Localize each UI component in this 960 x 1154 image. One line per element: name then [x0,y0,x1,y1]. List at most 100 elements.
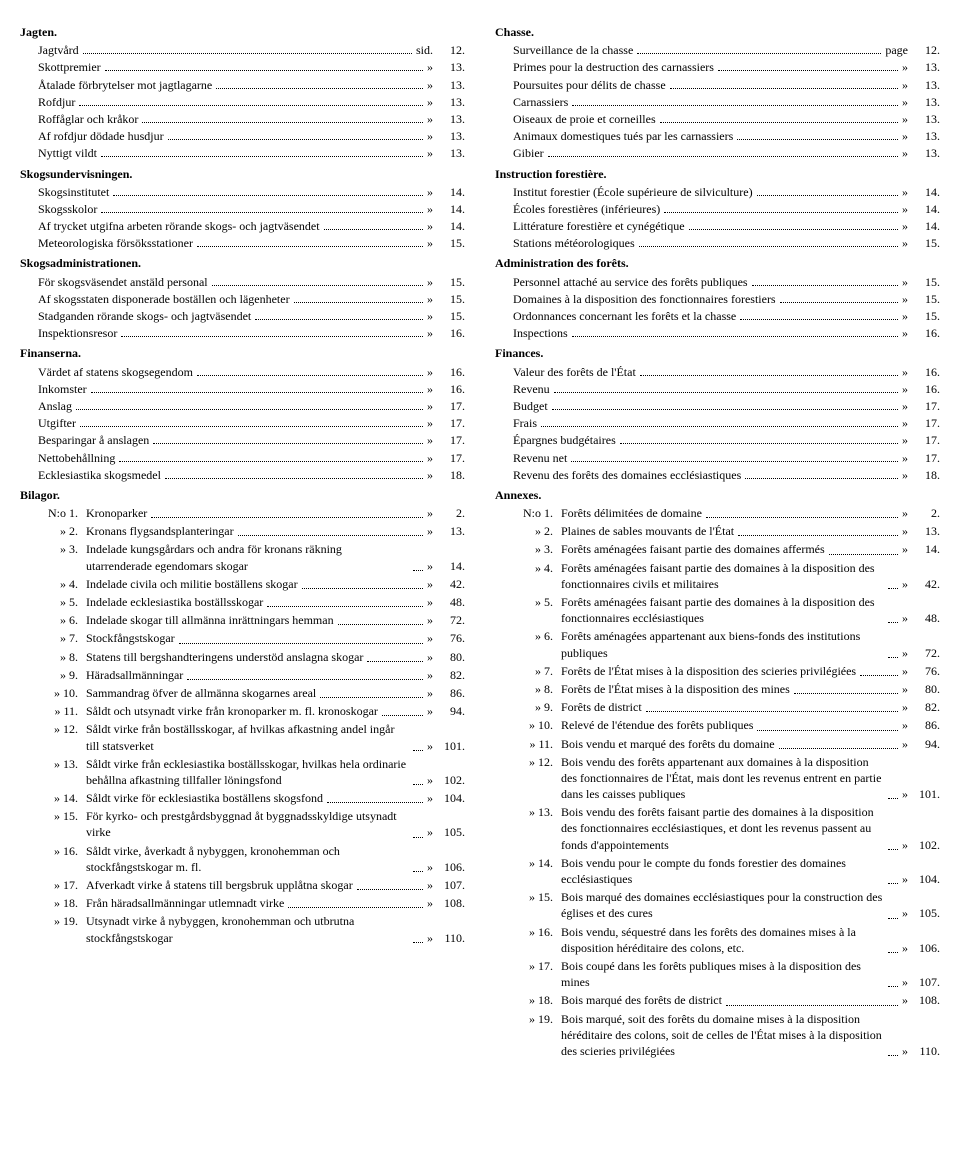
appendix-number: » 10. [513,717,561,733]
appendix-heading: Annexes. [495,487,940,503]
leader-dots [888,849,898,850]
appendix-number: » 10. [38,685,86,701]
section-heading: Finances. [495,345,940,361]
page-unit: » [427,450,437,466]
page-unit: » [902,59,912,75]
leader-dots [179,643,423,644]
toc-entry: Personnel attaché au service des forêts … [495,274,940,290]
page-unit: » [902,94,912,110]
entry-label: Stations météorologiques [513,235,635,251]
page-number: 94. [912,736,940,752]
page-unit: » [427,877,437,893]
leader-dots [757,730,898,731]
leader-dots [168,139,423,140]
appendix-number: » 12. [38,721,86,737]
section-heading: Finanserna. [20,345,465,361]
leader-dots [357,889,423,890]
appendix-body: Relevé de l'étendue des forêts publiques… [561,717,940,733]
appendix-body: Såldt och utsynadt virke från kronoparke… [86,703,465,719]
toc-entry: Ecklesiastika skogsmedel»18. [20,467,465,483]
appendix-label: Häradsallmänningar [86,667,183,683]
toc-entry: Meteorologiska försöksstationer»15. [20,235,465,251]
toc-entry: Skottpremier»13. [20,59,465,75]
page-number: 94. [437,703,465,719]
leader-dots [382,715,423,716]
appendix-number: » 5. [513,594,561,610]
appendix-entry: » 9.Forêts de district»82. [495,699,940,715]
page-number: 86. [437,685,465,701]
entry-label: Carnassiers [513,94,568,110]
entry-label: Épargnes budgétaires [513,432,616,448]
page-number: 16. [912,325,940,341]
appendix-number: » 14. [38,790,86,806]
appendix-body: Indelade ecklesiastika boställsskogar»48… [86,594,465,610]
appendix-entry: » 17.Bois coupé dans les forêts publique… [495,958,940,990]
appendix-number: » 11. [38,703,86,719]
leader-dots [413,942,423,943]
toc-entry: Ordonnances concernant les forêts et la … [495,308,940,324]
appendix-number: » 2. [38,523,86,539]
entry-label: Ecklesiastika skogsmedel [38,467,161,483]
appendix-number: » 8. [513,681,561,697]
page-number: 12. [437,42,465,58]
appendix-body: Plaines de sables mouvants de l'État»13. [561,523,940,539]
page-unit: » [427,467,437,483]
page-number: 13. [437,59,465,75]
page-unit: » [902,940,912,956]
appendix-body: Forêts délimitées de domaine»2. [561,505,940,521]
appendix-label: Forêts délimitées de domaine [561,505,702,521]
leader-dots [888,798,898,799]
page-number: 14. [437,218,465,234]
appendix-number: » 14. [513,855,561,871]
entry-label: Inspektionsresor [38,325,117,341]
page-unit: » [902,184,912,200]
page-unit: » [427,432,437,448]
appendix-label: Forêts aménagées faisant partie des doma… [561,594,884,626]
leader-dots [142,122,423,123]
leader-dots [197,246,423,247]
appendix-entry: » 17.Afverkadt virke å statens till berg… [20,877,465,893]
leader-dots [660,122,898,123]
page-unit: » [902,523,912,539]
leader-dots [664,212,898,213]
leader-dots [620,443,898,444]
leader-dots [888,918,898,919]
page-number: 16. [912,364,940,380]
page-unit: » [902,645,912,661]
leader-dots [197,375,423,376]
entry-label: Poursuites pour délits de chasse [513,77,666,93]
page-unit: » [902,699,912,715]
entry-label: Revenu des forêts des domaines ecclésias… [513,467,741,483]
appendix-entry: » 16.Bois vendu, séquestré dans les forê… [495,924,940,956]
appendix-body: Forêts de district»82. [561,699,940,715]
page-unit: » [427,274,437,290]
page-unit: page [885,42,912,58]
toc-entry: Gibier»13. [495,145,940,161]
page-number: 102. [437,772,465,788]
leader-dots [888,986,898,987]
page-unit: » [902,871,912,887]
appendix-entry: » 7.Stockfångstskogar»76. [20,630,465,646]
appendix-body: Indelade skogar till allmänna inrättning… [86,612,465,628]
page-number: 105. [437,824,465,840]
appendix-label: Indelade skogar till allmänna inrättning… [86,612,334,628]
entry-label: Rofdjur [38,94,75,110]
appendix-body: Häradsallmänningar»82. [86,667,465,683]
appendix-entry: » 4.Forêts aménagées faisant partie des … [495,560,940,592]
leader-dots [79,105,423,106]
leader-dots [320,697,423,698]
page-number: 108. [437,895,465,911]
leader-dots [752,285,898,286]
page-unit: » [427,308,437,324]
appendix-body: Forêts aménagées appartenant aux biens-f… [561,628,940,660]
entry-label: Af skogsstaten disponerade boställen och… [38,291,290,307]
appendix-number: » 11. [513,736,561,752]
appendix-label: Bois vendu des forêts appartenant aux do… [561,754,884,803]
leader-dots [745,478,898,479]
appendix-entry: » 19.Bois marqué, soit des forêts du dom… [495,1011,940,1060]
page-unit: » [902,145,912,161]
page-number: 72. [437,612,465,628]
page-unit: » [427,649,437,665]
appendix-label: För kyrko- och prestgårdsbyggnad åt bygg… [86,808,409,840]
page-number: 106. [912,940,940,956]
